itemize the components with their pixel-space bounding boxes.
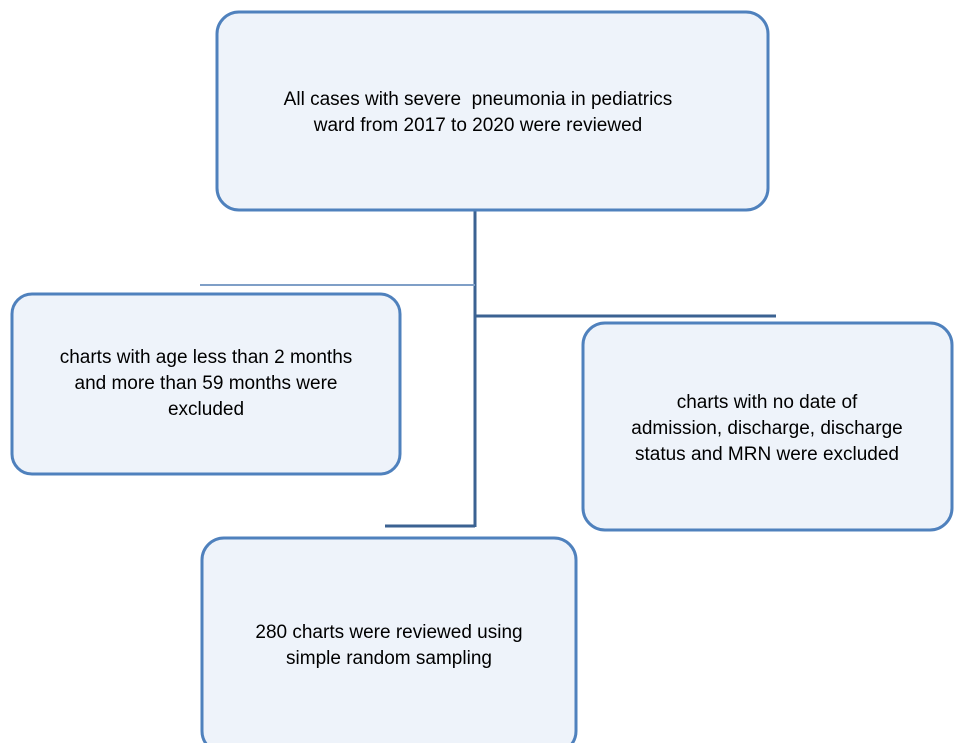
node-text: All cases with severe pneumonia in pedia… [284,89,673,110]
node-text: simple random sampling [286,648,492,669]
node-text: and more than 59 months were [75,373,338,394]
node-box [200,536,578,743]
node-box [10,292,402,476]
node-box [581,321,954,532]
node-text: status and MRN were excluded [635,444,899,465]
node-text: 280 charts were reviewed using [255,622,522,643]
node-text: excluded [168,399,244,420]
node-text: ward from 2017 to 2020 were reviewed [313,115,642,136]
node-text: admission, discharge, discharge [631,418,902,439]
node-text: charts with no date of [677,392,858,413]
node-box [215,10,770,212]
node-text: charts with age less than 2 months [60,347,353,368]
